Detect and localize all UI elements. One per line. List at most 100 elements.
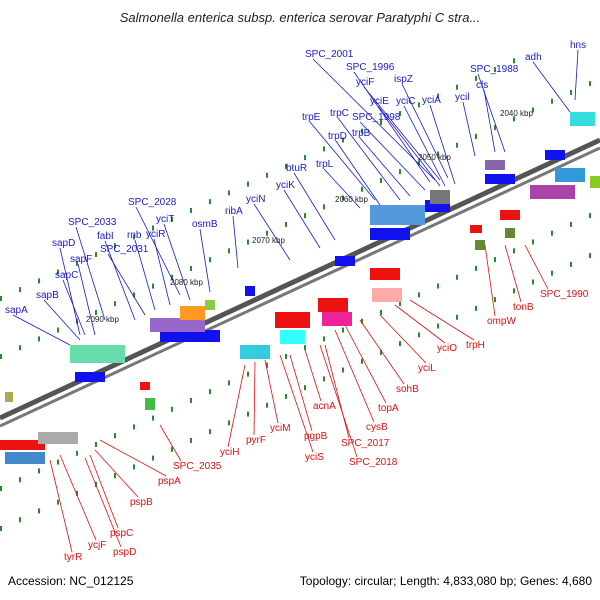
leader-line	[12, 314, 71, 346]
gc-tick	[19, 345, 21, 351]
gc-tick	[38, 278, 40, 284]
leader-line	[477, 73, 506, 153]
gc-tick	[76, 260, 78, 266]
gene-label-acna: acnA	[313, 401, 336, 412]
gc-tick	[285, 163, 287, 169]
leader-line	[409, 299, 475, 341]
leader-line	[293, 172, 336, 241]
gene-label-ycjf: ycjF	[88, 540, 106, 551]
gc-tick	[418, 160, 420, 166]
leader-line	[153, 238, 171, 306]
gc-tick	[133, 464, 135, 470]
kbp-markers: 2040 kbp 2050 kbp 2060 kbp 2070 kbp 2080 kbp…	[86, 109, 533, 324]
leader-line	[75, 226, 106, 321]
gc-tick	[570, 261, 572, 267]
kbp-marker: 2080 kbp	[170, 278, 203, 287]
gene-label-trpl: trpL	[316, 159, 334, 170]
leader-line	[264, 359, 279, 424]
feature-block	[205, 300, 215, 310]
gc-tick	[342, 195, 344, 201]
feature-block	[370, 205, 425, 225]
gc-tick	[551, 230, 553, 236]
kbp-marker: 2060 kbp	[335, 195, 368, 204]
gc-tick	[171, 274, 173, 280]
gc-tick	[285, 353, 287, 359]
gc-tick	[399, 341, 401, 347]
gc-tick	[57, 269, 59, 275]
gc-tick	[95, 251, 97, 257]
leader-line	[363, 86, 441, 181]
leader-line	[159, 424, 182, 462]
gc-tick	[456, 314, 458, 320]
gene-label-ycik: yciK	[276, 180, 295, 191]
leader-line	[394, 304, 446, 344]
gc-tick	[171, 446, 173, 452]
gene-label-pyrf: pyrF	[246, 435, 266, 446]
leader-line	[359, 121, 426, 191]
gc-tick	[228, 380, 230, 386]
gene-label-ispz: ispZ	[394, 74, 413, 85]
gene-label-spc_2018: SPC_2018	[349, 457, 398, 468]
feature-block	[318, 298, 348, 312]
leader-line	[401, 83, 449, 179]
gc-tick	[266, 230, 268, 236]
leader-line	[135, 206, 181, 296]
feature-block	[150, 318, 205, 332]
gc-tick	[380, 177, 382, 183]
feature-block	[5, 452, 45, 464]
gc-tick	[266, 402, 268, 408]
gc-tick	[247, 411, 249, 417]
gene-label-riba: ribA	[225, 206, 243, 217]
gc-tick	[475, 75, 477, 81]
feature-block	[275, 312, 310, 328]
leader-line	[283, 189, 321, 249]
gc-tick	[19, 517, 21, 523]
gc-tick	[437, 283, 439, 289]
gc-tick	[247, 239, 249, 245]
gc-tick	[38, 508, 40, 514]
gc-tick	[171, 406, 173, 412]
gene-label-hns: hns	[570, 40, 586, 51]
feature-block	[530, 185, 575, 199]
gene-label-ycim: yciM	[270, 423, 291, 434]
leader-line	[59, 454, 97, 541]
gene-label-spc_2017: SPC_2017	[341, 438, 390, 449]
feature-block	[0, 440, 45, 450]
gc-tick	[437, 93, 439, 99]
leader-line	[134, 239, 156, 311]
feature-block	[485, 160, 505, 170]
leader-line	[359, 137, 411, 197]
gene-label-ycin: yciN	[246, 194, 265, 205]
gene-label-cysb: cysB	[366, 422, 388, 433]
gc-tick	[95, 309, 97, 315]
gc-tick	[513, 116, 515, 122]
feature-block	[372, 288, 402, 302]
kbp-marker: 2040 kbp	[500, 109, 533, 118]
dotted-tracks	[0, 58, 591, 531]
gc-tick	[399, 301, 401, 307]
gc-tick	[342, 137, 344, 143]
gc-tick	[0, 296, 2, 301]
gc-tick	[399, 111, 401, 117]
gc-tick	[152, 283, 154, 289]
feature-block	[322, 312, 352, 326]
gene-label-spc_2035: SPC_2035	[173, 461, 222, 472]
leader-line	[359, 319, 405, 385]
leader-line	[403, 105, 446, 187]
gc-tick	[418, 332, 420, 338]
gc-tick	[95, 441, 97, 447]
gc-tick	[114, 433, 116, 439]
gc-tick	[38, 336, 40, 342]
gc-tick	[190, 437, 192, 443]
gc-tick	[152, 415, 154, 421]
gc-tick	[342, 327, 344, 333]
gc-tick	[304, 155, 306, 161]
gene-label-spc_1990: SPC_1990	[540, 289, 589, 300]
feature-block	[240, 345, 270, 359]
gc-tick	[133, 234, 135, 240]
leader-line	[323, 168, 361, 209]
leader-line	[289, 354, 313, 432]
gc-tick	[475, 265, 477, 271]
kbp-marker: 2090 kbp	[86, 315, 119, 324]
